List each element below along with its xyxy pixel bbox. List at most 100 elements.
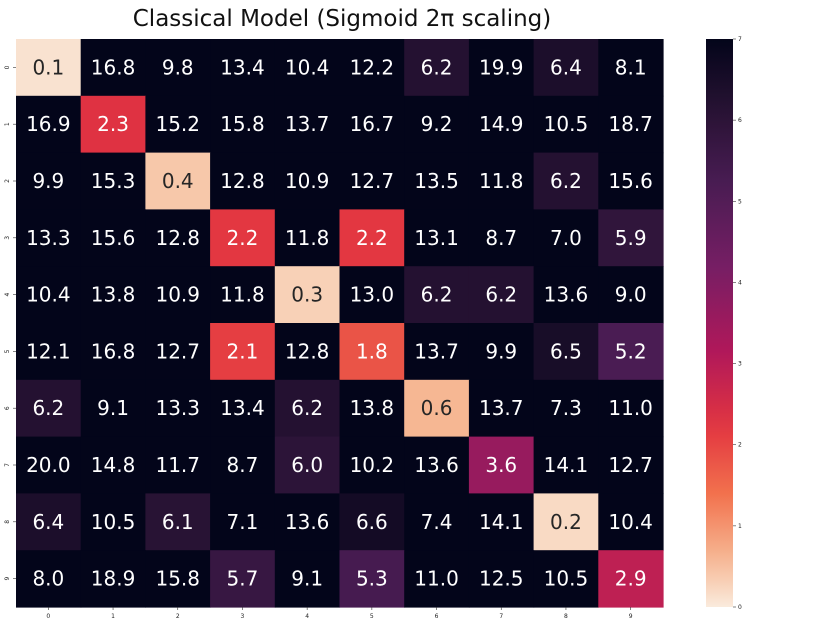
cell-value-label: 6.5: [550, 339, 582, 363]
heatmap-cell: [145, 436, 211, 494]
cell-value-label: 9.1: [97, 396, 129, 420]
heatmap-cell: [468, 152, 535, 210]
cell-value-label: 6.6: [356, 510, 388, 534]
cell-value-label: 6.0: [291, 453, 323, 477]
heatmap-cell: [274, 152, 341, 210]
heatmap-cell: [210, 436, 276, 494]
heatmap-cell: [210, 266, 276, 324]
cell-value-label: 12.8: [220, 169, 265, 193]
heatmap-cell: [210, 550, 276, 608]
heatmap-cell: [210, 39, 276, 97]
cell-value-label: 0.6: [421, 396, 453, 420]
colorbar-ticks: 0 1 2 3 4 5 6 7: [733, 36, 742, 611]
cell-value-label: 14.1: [544, 453, 589, 477]
heatmap-cell: [404, 550, 470, 608]
cell-value-label: 15.2: [155, 112, 200, 136]
y-tick-label: 3: [4, 236, 11, 240]
heatmap-cell: [80, 436, 146, 494]
heatmap-cell: [468, 266, 535, 324]
heatmap-cell: [404, 95, 470, 154]
heatmap-cell: [598, 550, 664, 608]
cell-value-label: 1.8: [356, 339, 388, 363]
heatmap-cell: [404, 493, 470, 551]
cell-value-label: 12.1: [26, 339, 71, 363]
cell-value-label: 15.3: [91, 169, 136, 193]
cell-value-label: 5.2: [615, 339, 647, 363]
cell-value-label: 5.7: [227, 567, 259, 591]
x-tick-label: 6: [435, 613, 439, 620]
y-axis-ticks: 0 1 2 3 4 5 6 7 8 9: [4, 65, 16, 581]
heatmap-cell: [598, 39, 664, 97]
heatmap-cell: [274, 323, 341, 381]
cell-value-label: 12.2: [350, 55, 395, 79]
cell-value-label: 14.8: [91, 453, 136, 477]
cell-value-label: 2.3: [97, 112, 129, 136]
colorbar-tick-label: 0: [738, 604, 742, 611]
heatmap-cell: [339, 95, 405, 154]
cell-value-label: 11.8: [220, 283, 265, 307]
cell-value-label: 6.2: [32, 396, 64, 420]
cell-value-label: 13.3: [155, 396, 200, 420]
heatmap-cell: [210, 493, 276, 551]
y-tick-label: 1: [4, 122, 11, 126]
heatmap-cell: [16, 152, 82, 210]
heatmap-cell: [404, 379, 470, 438]
cell-value-label: 12.8: [155, 226, 200, 250]
cell-value-label: 3.6: [485, 453, 517, 477]
heatmap-cell: [274, 266, 341, 324]
heatmap-cell: [339, 323, 405, 381]
cell-value-label: 5.9: [615, 226, 647, 250]
heatmap-cell: [404, 152, 470, 210]
cell-value-label: 12.7: [608, 453, 653, 477]
y-tick-label: 9: [4, 577, 11, 581]
cell-value-label: 8.0: [32, 567, 64, 591]
heatmap-cell: [404, 39, 470, 97]
heatmap-cell: [16, 436, 82, 494]
cell-value-label: 7.3: [550, 396, 582, 420]
cell-value-label: 13.8: [350, 396, 395, 420]
heatmap-cell: [16, 39, 82, 97]
heatmap-cell: [274, 493, 341, 551]
x-tick-label: 2: [176, 613, 180, 620]
heatmap-cell: [80, 379, 146, 438]
cell-value-label: 15.6: [608, 169, 653, 193]
heatmap-cell: [598, 152, 664, 210]
heatmap-cell: [533, 266, 599, 324]
heatmap-cell: [468, 436, 535, 494]
heatmap-cell: [339, 209, 405, 267]
y-tick-label: 0: [4, 65, 11, 69]
cell-value-label: 6.1: [162, 510, 194, 534]
heatmap-cell: [598, 323, 664, 381]
heatmap-cell: [339, 550, 405, 608]
chart-title: Classical Model (Sigmoid 2π scaling): [133, 6, 552, 32]
cell-value-label: 11.0: [414, 567, 459, 591]
cell-value-label: 10.5: [91, 510, 136, 534]
cell-value-label: 13.3: [26, 226, 71, 250]
cell-value-label: 0.3: [291, 283, 323, 307]
cell-value-label: 13.4: [220, 55, 265, 79]
heatmap-cell: [16, 323, 82, 381]
heatmap-cell: [145, 266, 211, 324]
cell-value-label: 6.2: [485, 283, 517, 307]
cell-value-label: 6.4: [550, 55, 582, 79]
heatmap-cell: [145, 323, 211, 381]
heatmap-cell: [339, 39, 405, 97]
heatmap-cells: 0.1 16.8 9.8 13.4 10.4 12.2 6.2 19.9 6.4 8.1 16.9 2…: [16, 39, 664, 608]
cell-value-label: 18.7: [608, 112, 653, 136]
cell-value-label: 6.2: [550, 169, 582, 193]
cell-value-label: 12.8: [285, 339, 330, 363]
cell-value-label: 10.5: [544, 567, 589, 591]
heatmap-cell: [210, 209, 276, 267]
cell-value-label: 13.7: [285, 112, 330, 136]
x-tick-label: 9: [629, 613, 633, 620]
heatmap-cell: [533, 209, 599, 267]
cell-value-label: 18.9: [91, 567, 136, 591]
cell-value-label: 9.9: [485, 339, 517, 363]
heatmap-cell: [80, 209, 146, 267]
cell-value-label: 6.2: [421, 283, 453, 307]
heatmap-cell: [468, 323, 535, 381]
x-tick-label: 7: [499, 613, 503, 620]
heatmap-cell: [274, 436, 341, 494]
cell-value-label: 13.5: [414, 169, 459, 193]
